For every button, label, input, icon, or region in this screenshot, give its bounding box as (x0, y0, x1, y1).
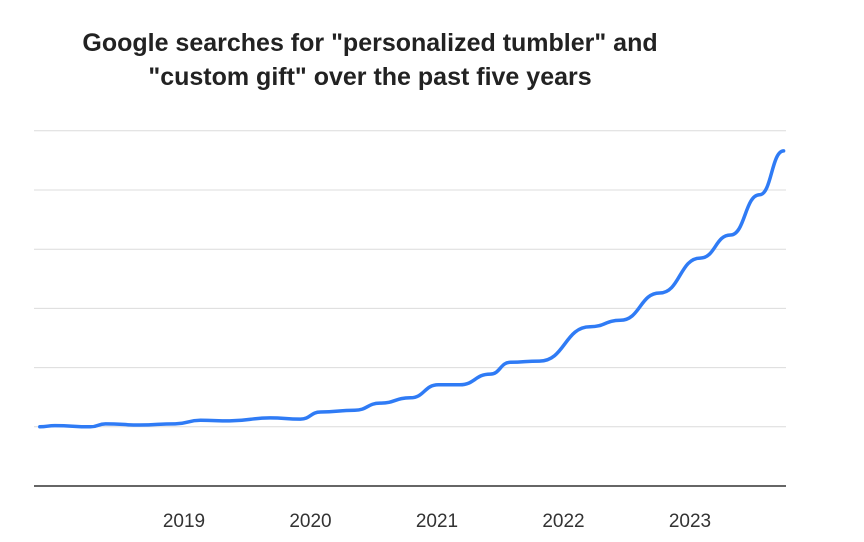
x-tick-label: 2020 (289, 511, 331, 532)
chart-title: Google searches for "personalized tumble… (0, 26, 740, 94)
x-tick-label: 2023 (669, 511, 711, 532)
x-tick-label: 2022 (542, 511, 584, 532)
chart-title-line-1: Google searches for "personalized tumble… (82, 29, 658, 57)
x-tick-label: 2019 (163, 511, 205, 532)
chart-title-line-2: "custom gift" over the past five years (148, 63, 592, 91)
x-tick-label: 2021 (416, 511, 458, 532)
series-line (38, 149, 786, 429)
